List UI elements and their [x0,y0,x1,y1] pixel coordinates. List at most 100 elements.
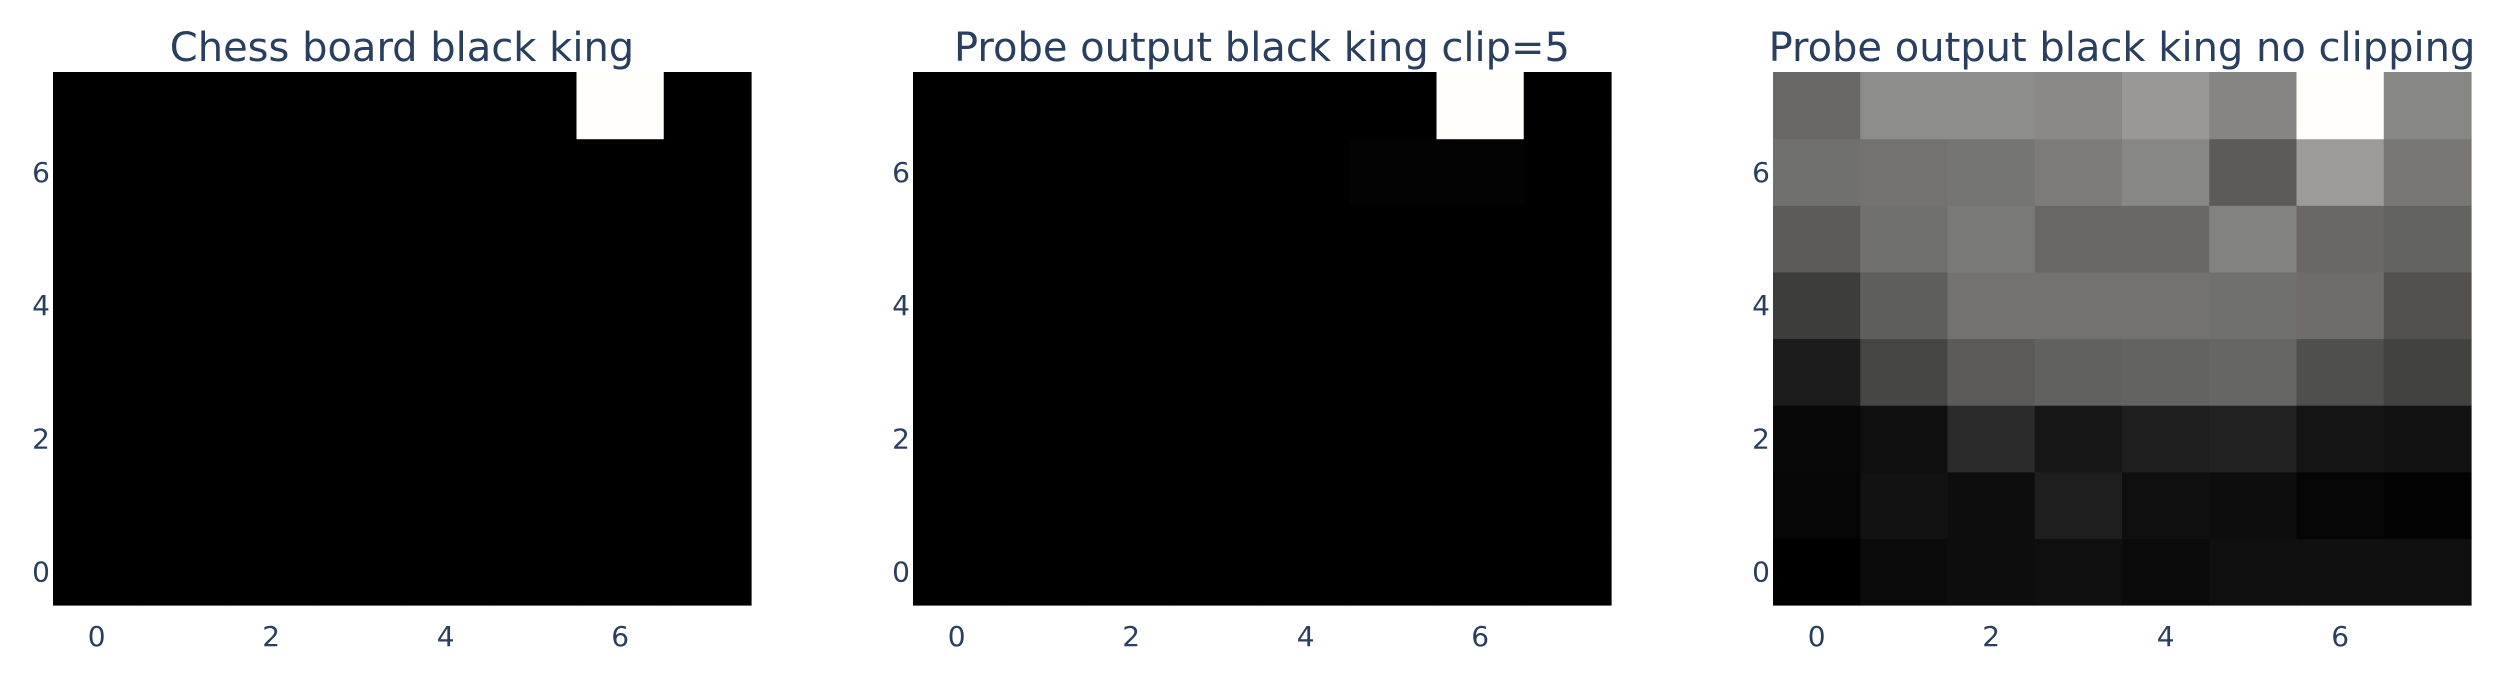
heatmap-cell [1947,271,2036,340]
heatmap-cell [53,205,141,273]
heatmap-cell [2122,338,2210,406]
heatmap-cell [2383,271,2472,340]
y-axis-ticks: 0 2 4 6 [32,156,50,589]
heatmap-cell [1262,471,1350,539]
y-tick-label: 6 [32,156,50,189]
heatmap-cell [402,538,490,606]
heatmap-cell [576,205,665,273]
heatmap-cell [1349,138,1438,206]
heatmap-cell [140,138,229,206]
x-tick-label: 4 [1297,620,1315,653]
heatmap-cell [489,271,578,340]
x-tick-label: 4 [2157,620,2175,653]
heatmap-cell [140,405,229,473]
heatmap-cell [2296,138,2385,206]
heatmap-cell [2034,72,2123,140]
y-tick-label: 4 [32,289,50,322]
heatmap-cell [402,271,490,340]
heatmap-cell [1349,271,1438,340]
heatmap-cell [576,405,665,473]
heatmap-cell [1349,538,1438,606]
heatmap-cell [1773,72,1861,140]
heatmap-cell [1262,138,1350,206]
heatmap-cell [1523,138,1612,206]
heatmap-cell [2209,471,2298,539]
heatmap-cell [1262,338,1350,406]
heatmap-cell [2296,538,2385,606]
heatmap-cell [1087,405,1176,473]
heatmap-cell [489,405,578,473]
heatmap-cell [314,138,403,206]
heatmap-cell [1174,271,1263,340]
heatmap-cell [1436,205,1525,273]
heatmap-cell [663,538,752,606]
x-axis-ticks: 0 2 4 6 [88,620,629,653]
heatmap-cell [1174,471,1263,539]
heatmap-cells [53,72,752,606]
heatmap-cell [2034,205,2123,273]
heatmap-cell [1349,72,1438,140]
heatmap-cell [402,471,490,539]
heatmap-cell [1000,471,1089,539]
heatmap-cell [2034,538,2123,606]
heatmap-cell [2122,205,2210,273]
heatmap-cell [1523,338,1612,406]
heatmap-cell [1087,72,1176,140]
heatmap-cell [2383,72,2472,140]
heatmap-cell [1349,405,1438,473]
heatmap-cell [140,271,229,340]
heatmap-cell [1523,271,1612,340]
heatmap-cell [1000,271,1089,340]
heatmap-cell [1174,405,1263,473]
heatmap-cell [1523,471,1612,539]
heatmap-cell [53,72,141,140]
heatmap-cell [663,271,752,340]
x-tick-label: 0 [88,620,106,653]
heatmap-cell [489,538,578,606]
chart-title: Probe output black king no clipping [1769,25,2476,71]
heatmap-cell [663,405,752,473]
heatmap-cell [1773,471,1861,539]
heatmap-cell [53,405,141,473]
heatmap-cell [1947,138,2036,206]
heatmap-cell [140,338,229,406]
heatmap-cell [1773,205,1861,273]
heatmap-cell [913,405,1001,473]
y-tick-label: 2 [1752,422,1770,455]
heatmap-cell [2383,205,2472,273]
x-axis-ticks: 0 2 4 6 [1808,620,2349,653]
heatmap-cell [2034,138,2123,206]
heatmap-cell [53,338,141,406]
heatmap-cell [1000,538,1089,606]
heatmap-cell [140,72,229,140]
heatmap-cell [1523,205,1612,273]
heatmap-panel-1: Chess board black king 0 2 4 6 0 2 4 6 [32,25,752,653]
heatmap-cell [1773,538,1861,606]
heatmap-cell [1860,405,1949,473]
heatmap-cell [576,471,665,539]
heatmap-cell [402,405,490,473]
heatmap-cell [1262,205,1350,273]
heatmap-cell [1860,138,1949,206]
heatmap-cell [2296,338,2385,406]
heatmap-cell [663,138,752,206]
heatmap-cell [1087,138,1176,206]
heatmap-cell [314,538,403,606]
heatmap-panel-2: Probe output black king clip=5 0 2 4 6 0… [892,25,1612,653]
heatmap-cell [1436,405,1525,473]
y-tick-label: 2 [892,422,910,455]
x-tick-label: 4 [437,620,455,653]
heatmap-cell [1087,538,1176,606]
heatmap-cell [1947,538,2036,606]
heatmap-cell [1860,338,1949,406]
heatmap-cell [2209,138,2298,206]
heatmap-cell [2122,271,2210,340]
heatmap-cell [2122,471,2210,539]
heatmap-cell [1174,205,1263,273]
heatmap-cell [663,471,752,539]
heatmap-cells [1773,72,2472,606]
heatmap-cell [576,338,665,406]
x-tick-label: 0 [948,620,966,653]
heatmap-cell [913,338,1001,406]
heatmap-cell [227,405,316,473]
